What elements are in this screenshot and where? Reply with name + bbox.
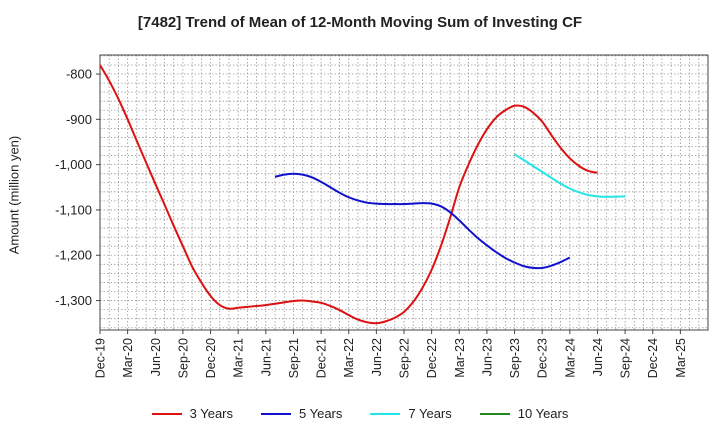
x-tick-label: Dec-20 [204, 338, 218, 378]
x-tick-label: Jun-21 [259, 338, 273, 376]
x-tick-label: Sep-22 [398, 338, 412, 378]
legend-item-10-years: 10 Years [479, 406, 569, 421]
legend-swatch [370, 412, 401, 415]
x-tick-label: Dec-21 [315, 338, 329, 378]
x-tick-label: Dec-19 [94, 338, 108, 378]
y-tick-label: -1,000 [55, 157, 92, 172]
x-tick-label: Jun-20 [149, 338, 163, 376]
x-tick-label: Dec-24 [646, 338, 660, 378]
legend-label: 10 Years [517, 406, 569, 421]
x-tick-label: Mar-21 [232, 338, 246, 378]
x-tick-label: Sep-20 [176, 338, 190, 378]
legend-item-5-years: 5 Years [261, 406, 342, 421]
x-tick-label: Mar-24 [563, 338, 577, 378]
x-tick-label: Sep-21 [287, 338, 301, 378]
x-tick-label: Mar-22 [342, 338, 356, 378]
legend-swatch [479, 412, 510, 415]
series-line-3-years [100, 64, 598, 325]
series-line-7-years [514, 153, 626, 198]
y-tick-label: -1,100 [55, 202, 92, 217]
y-tick-label: -800 [66, 67, 92, 82]
x-tick-label: Sep-24 [619, 338, 633, 378]
x-tick-label: Jun-23 [480, 338, 494, 376]
x-tick-label: Sep-23 [508, 338, 522, 378]
x-tick-label: Dec-22 [425, 338, 439, 378]
chart-title: [7482] Trend of Mean of 12-Month Moving … [137, 14, 583, 31]
legend-swatch [261, 412, 291, 415]
x-tick-label: Jun-24 [591, 338, 605, 376]
y-tick-label: -1,200 [55, 248, 92, 263]
legend-label: 3 Years [189, 406, 233, 421]
x-tick-label: Jun-22 [370, 338, 384, 376]
x-tick-label: Dec-23 [536, 338, 550, 378]
legend-label: 7 Years [408, 406, 452, 421]
y-tick-label: -1,300 [55, 293, 92, 308]
legend-item-3-years: 3 Years [151, 406, 233, 421]
legend-item-7-years: 7 Years [370, 406, 452, 421]
legend-label: 5 Years [299, 406, 343, 421]
legend-swatch [151, 412, 182, 415]
x-tick-label: Mar-25 [674, 338, 688, 378]
x-tick-label: Mar-23 [453, 338, 467, 378]
chart-legend: 3 Years 5 Years 7 Years 10 Years [0, 406, 720, 421]
x-tick-label: Mar-20 [121, 338, 135, 378]
series-line-5-years [274, 172, 571, 270]
y-tick-label: -900 [66, 112, 92, 127]
line-chart: -800 -900 -1,000 -1,100 -1,200 -1,300 Dec-19 Ma… [55, 54, 709, 378]
